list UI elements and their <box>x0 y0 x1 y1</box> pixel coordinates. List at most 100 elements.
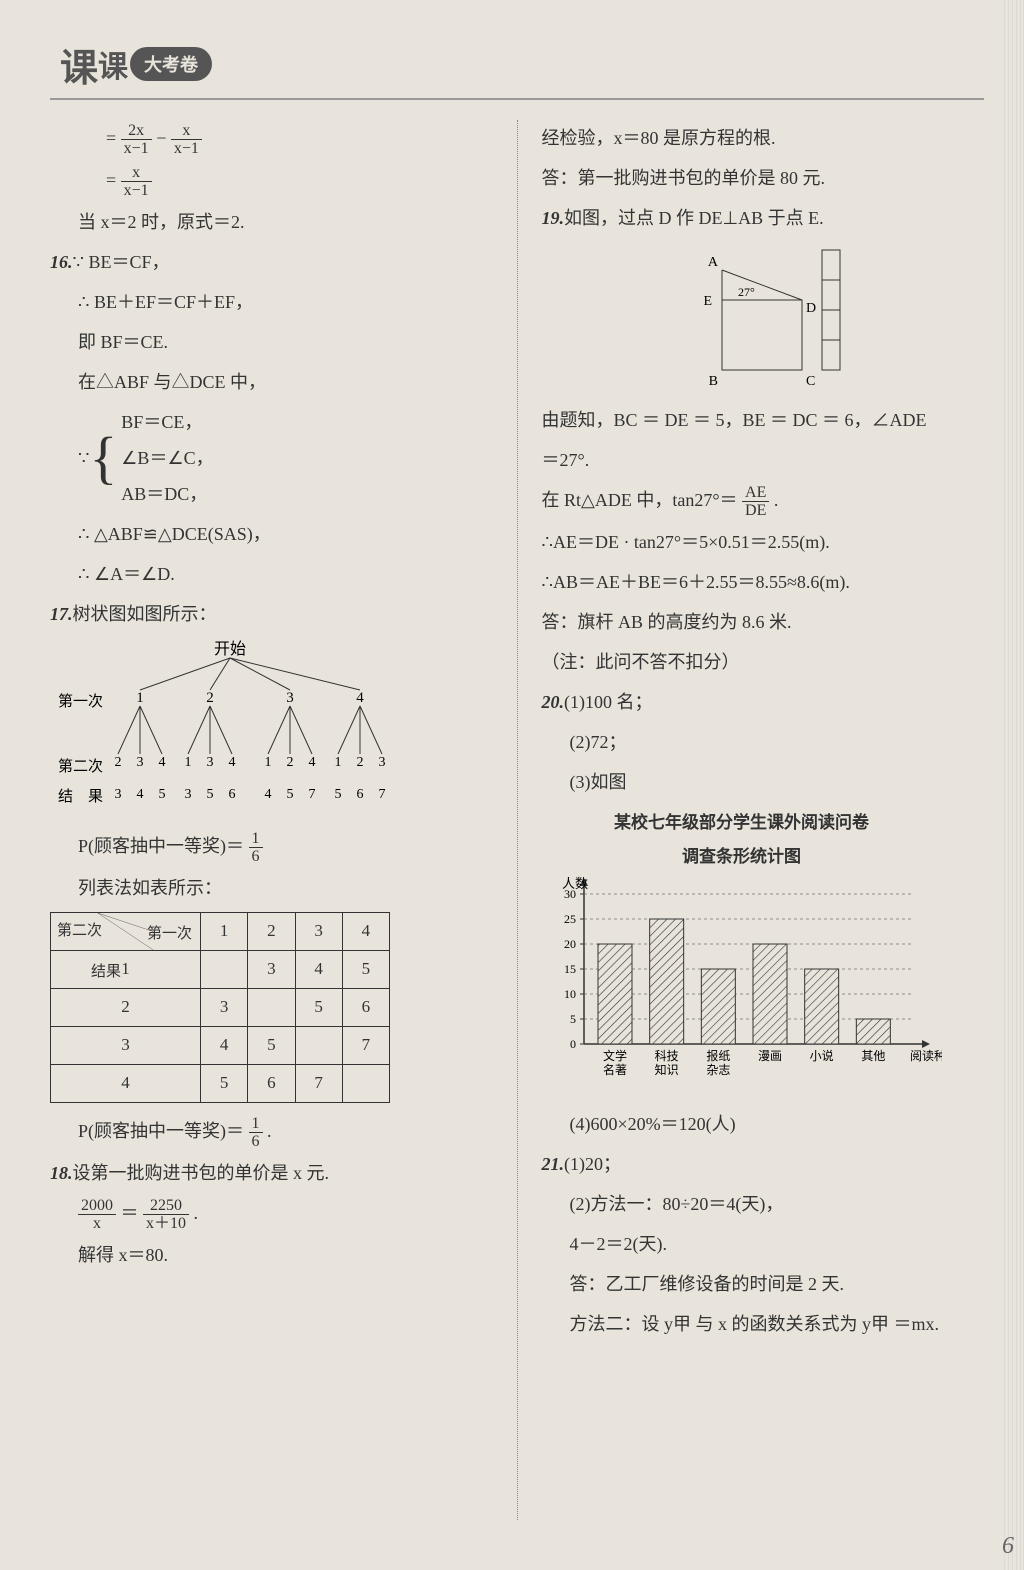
brace-system: ∵ { BF＝CE， ∠B＝∠C， AB＝DC， <box>50 404 493 512</box>
denom: x−1 <box>121 182 152 200</box>
txt: ∵ BE＝CF， <box>73 252 170 272</box>
row1-label: 第一次 <box>58 692 103 710</box>
numer: 1 <box>249 1115 263 1134</box>
pt-D: D <box>806 301 816 316</box>
txt: 如图，过点 D 作 DE⊥AB 于点 E. <box>564 208 824 228</box>
tree-start: 开始 <box>214 640 246 658</box>
svg-text:报纸: 报纸 <box>706 1048 730 1063</box>
pt-B: B <box>708 374 717 389</box>
svg-text:7: 7 <box>379 787 386 802</box>
tree-diagram: 开始 1234 233445133546142547152637 第一次 第二次… <box>50 636 410 816</box>
qnum: 20. <box>542 692 565 712</box>
logo-char2: 课 <box>98 51 128 84</box>
text-line: （注：此问不答不扣分） <box>542 644 985 680</box>
txt: (1)100 名； <box>564 692 653 712</box>
txt: ∠B＝∠C， <box>121 440 213 476</box>
svg-text:2: 2 <box>357 755 364 770</box>
brace-icon: { <box>89 435 117 481</box>
txt: AB＝DC， <box>121 476 213 512</box>
svg-text:10: 10 <box>564 987 576 1001</box>
svg-text:4: 4 <box>137 787 144 802</box>
fraction: 2000x <box>78 1197 116 1233</box>
text-line: ∴AB＝AE＋BE＝6＋2.55＝8.55≈8.6(m). <box>542 564 985 600</box>
text-line: (3)如图 <box>542 764 985 800</box>
text-line: 经检验，x＝80 是原方程的根. <box>542 120 985 156</box>
numer: 1 <box>249 830 263 849</box>
txt: 在 Rt△ADE 中，tan27°＝ <box>542 490 738 510</box>
text-line: 4－2＝2(天). <box>542 1226 985 1262</box>
diag-top: 第一次 <box>147 919 192 949</box>
prob-line: P(顾客抽中一等奖)＝ 16 <box>50 828 493 866</box>
svg-text:1: 1 <box>335 755 342 770</box>
svg-text:文学: 文学 <box>602 1048 626 1063</box>
q21: 21.(1)20； <box>542 1146 985 1182</box>
svg-text:15: 15 <box>564 962 576 976</box>
denom: x−1 <box>171 140 202 158</box>
row-head: 2 <box>51 988 201 1026</box>
pt-A: A <box>707 255 718 270</box>
cell: 4 <box>295 950 342 988</box>
svg-text:4: 4 <box>159 755 166 770</box>
logo-pinyin: KEKEDAKAOJUAN <box>104 0 258 2</box>
row3-label: 结 果 <box>58 788 103 805</box>
col-head: 1 <box>201 912 248 950</box>
fraction: 2xx−1 <box>121 122 152 158</box>
text-line: ＝27°. <box>542 442 985 478</box>
denom: 6 <box>249 848 263 866</box>
cell <box>201 950 248 988</box>
table-row: 第一次 结果 第二次 1 2 3 4 <box>51 912 390 950</box>
svg-text:4: 4 <box>356 690 364 706</box>
bar-chart: 某校七年级部分学生课外阅读问卷 调查条形统计图 人数051015202530文学… <box>542 806 942 1106</box>
numer: 2250 <box>143 1197 189 1216</box>
text-line: 当 x＝2 时，原式＝2. <box>50 204 493 240</box>
text-line: 答：旗杆 AB 的高度约为 8.6 米. <box>542 604 985 640</box>
text-line: (2)方法一：80÷20＝4(天)， <box>542 1186 985 1222</box>
svg-text:1: 1 <box>136 690 144 706</box>
cell: 5 <box>342 950 389 988</box>
svg-text:2: 2 <box>206 690 214 706</box>
cell <box>295 1026 342 1064</box>
numer: x <box>171 122 202 141</box>
fraction: AEDE <box>742 484 769 520</box>
svg-text:名著: 名著 <box>602 1062 626 1077</box>
svg-text:7: 7 <box>309 787 316 802</box>
cell <box>342 1064 389 1102</box>
q20: 20.(1)100 名； <box>542 684 985 720</box>
text-line: (2)72； <box>542 724 985 760</box>
page: 课 KEKEDAKAOJUAN 课 大考卷 = 2xx−1 − xx−1 = x… <box>0 0 1024 1570</box>
svg-text:3: 3 <box>207 755 214 770</box>
denom: 6 <box>249 1133 263 1151</box>
text-line: 解得 x＝80. <box>50 1237 493 1273</box>
row-head: 1 <box>51 950 201 988</box>
svg-text:其他: 其他 <box>861 1049 885 1063</box>
pt-C: C <box>806 374 815 389</box>
svg-text:漫画: 漫画 <box>757 1049 781 1063</box>
right-column: 经检验，x＝80 是原方程的根. 答：第一批购进书包的单价是 80 元. 19.… <box>518 120 985 1520</box>
svg-text:3: 3 <box>185 787 192 802</box>
txt: . <box>267 1121 272 1141</box>
content-columns: = 2xx−1 − xx−1 = xx−1 当 x＝2 时，原式＝2. 16.∵… <box>50 120 984 1520</box>
fraction: 16 <box>249 1115 263 1151</box>
col-head: 2 <box>248 912 295 950</box>
page-header: 课 KEKEDAKAOJUAN 课 大考卷 <box>50 30 984 100</box>
text-line: 方法二：设 y甲 与 x 的函数关系式为 y甲 ＝mx. <box>542 1306 985 1342</box>
svg-text:杂志: 杂志 <box>706 1063 730 1077</box>
svg-text:6: 6 <box>229 787 236 802</box>
svg-text:6: 6 <box>357 787 364 802</box>
text-line: ∴ ∠A＝∠D. <box>50 556 493 592</box>
denom: x＋10 <box>143 1215 189 1233</box>
diag-header: 第一次 结果 第二次 <box>51 912 201 950</box>
col-head: 3 <box>295 912 342 950</box>
denom: x−1 <box>121 140 152 158</box>
numer: AE <box>742 484 769 503</box>
svg-text:2: 2 <box>115 755 122 770</box>
cell: 5 <box>201 1064 248 1102</box>
text-line: 由题知，BC ＝ DE ＝ 5，BE ＝ DC ＝ 6，∠ADE <box>542 402 985 438</box>
svg-text:30: 30 <box>564 887 576 901</box>
text-line: 答：乙工厂维修设备的时间是 2 天. <box>542 1266 985 1302</box>
eq-line: = xx−1 <box>50 162 493 200</box>
text-line: (4)600×20%＝120(人) <box>542 1106 985 1142</box>
txt: P(顾客抽中一等奖)＝ <box>78 836 244 856</box>
svg-text:1: 1 <box>265 755 272 770</box>
col-head: 4 <box>342 912 389 950</box>
